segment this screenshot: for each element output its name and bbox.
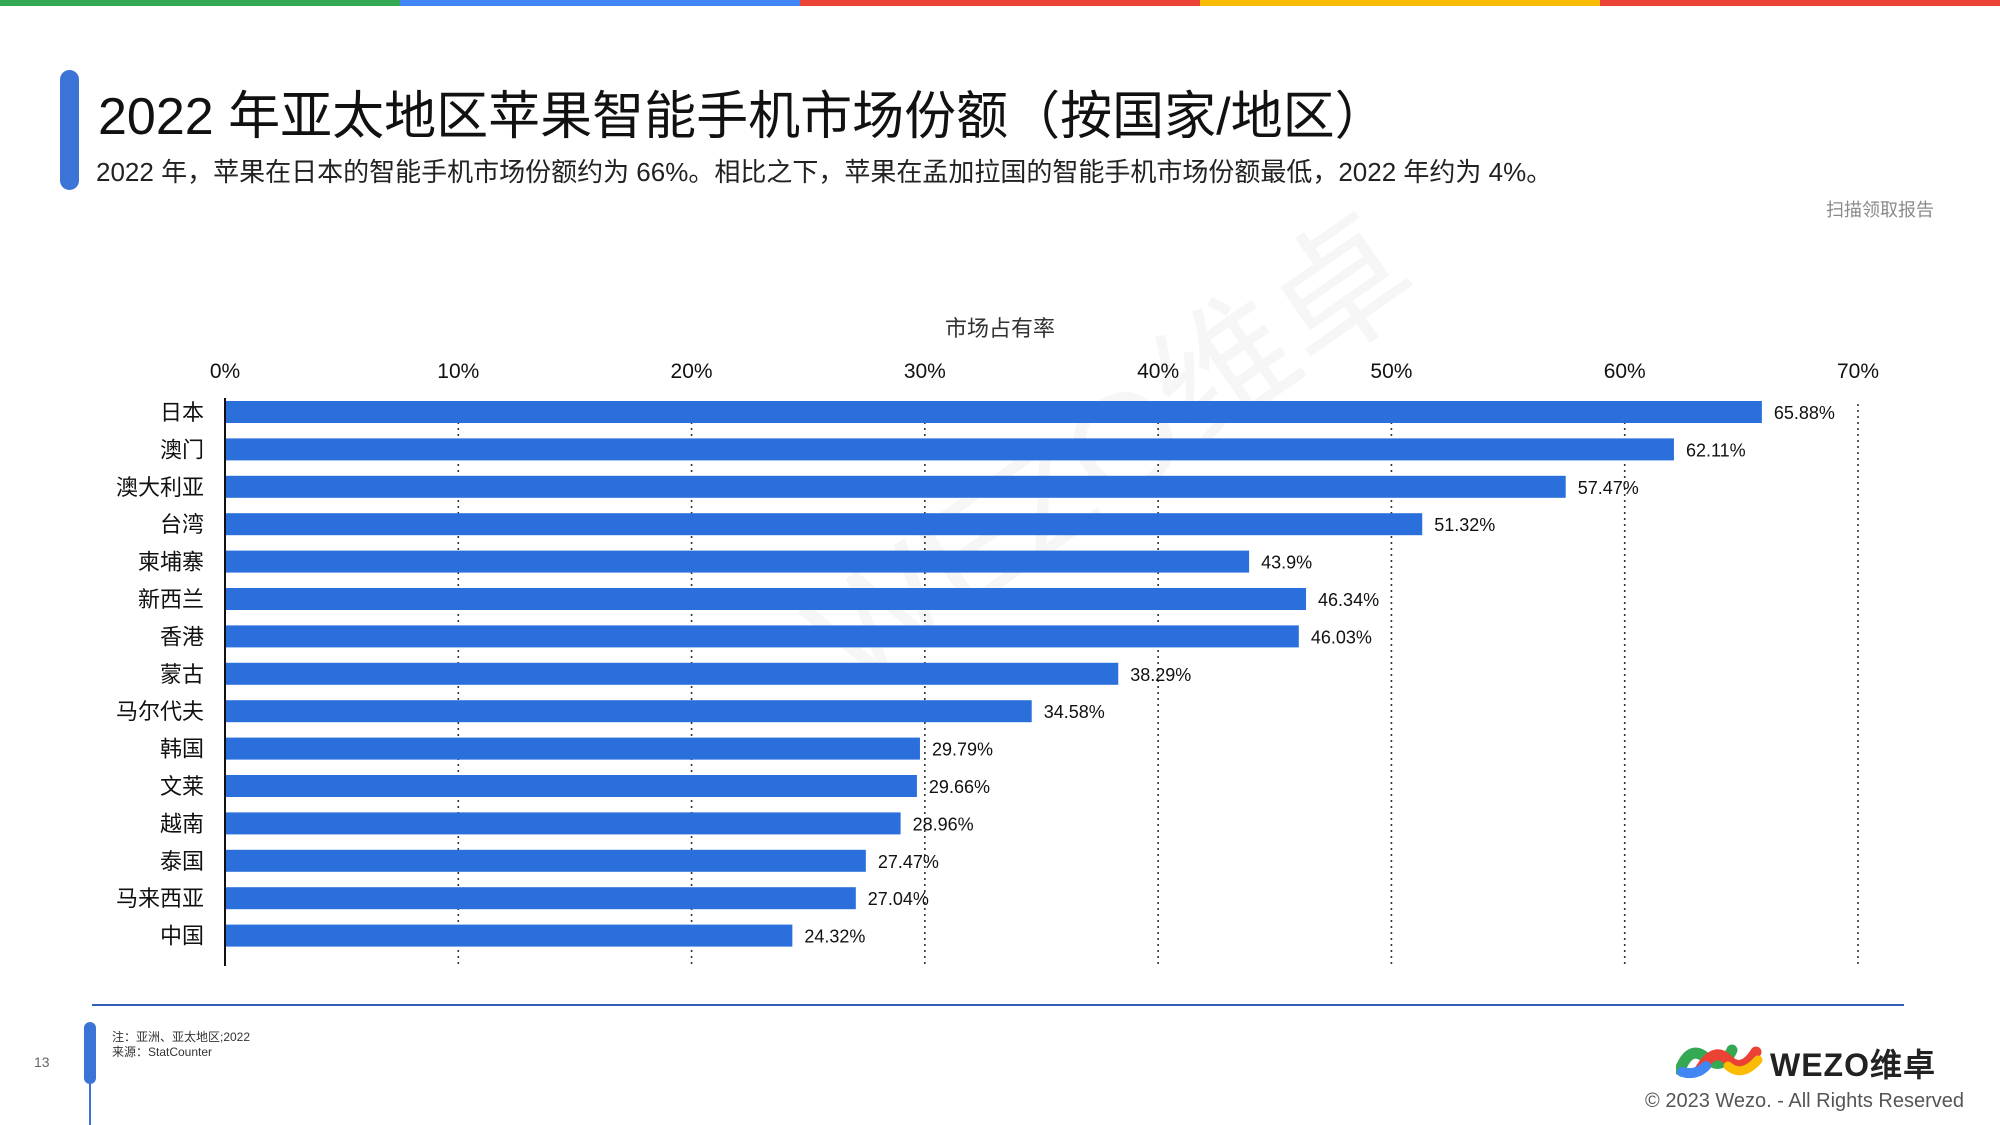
category-label: 文莱	[160, 774, 204, 799]
x-axis-title: 市场占有率	[945, 316, 1055, 341]
x-tick-label: 50%	[1370, 360, 1412, 383]
x-tick-label: 10%	[437, 360, 479, 383]
value-label: 29.79%	[932, 740, 993, 760]
value-label: 57.47%	[1578, 478, 1639, 498]
page-number: 13	[34, 1054, 50, 1070]
bar	[225, 401, 1762, 423]
value-label: 43.9%	[1261, 553, 1312, 573]
top-bar-segment-green	[0, 0, 400, 6]
category-label: 韩国	[160, 737, 204, 762]
bar	[225, 775, 917, 797]
x-tick-label: 30%	[904, 360, 946, 383]
bar	[225, 812, 901, 835]
bar	[225, 737, 920, 760]
category-label: 蒙古	[160, 662, 204, 687]
value-label: 65.88%	[1774, 403, 1835, 423]
value-label: 51.32%	[1434, 515, 1495, 535]
x-tick-label: 20%	[671, 360, 713, 383]
x-axis-ticks: 0% 10% 20% 30% 40% 50% 60% 70%	[210, 360, 1879, 383]
bar-chart: 0% 10% 20% 30% 40% 50% 60% 70% 日本澳门澳大利亚台湾柬埔寨新西兰…	[116, 316, 1879, 966]
note-line-1: 注：亚洲、亚太地区;2022	[112, 1030, 251, 1044]
x-tick-label: 70%	[1837, 360, 1879, 383]
value-label: 46.34%	[1318, 590, 1379, 610]
value-label: 29.66%	[929, 777, 990, 797]
bar	[225, 924, 793, 947]
bar	[225, 438, 1674, 461]
x-tick-label: 60%	[1604, 360, 1646, 383]
value-label: 62.11%	[1686, 440, 1746, 460]
title-accent-bar	[60, 70, 79, 190]
page-subtitle: 2022 年，苹果在日本的智能手机市场份额约为 66%。相比之下，苹果在孟加拉国…	[96, 157, 1553, 187]
bar	[225, 625, 1299, 648]
footer-vertical-line	[89, 1084, 91, 1125]
bar	[225, 887, 856, 910]
chart-grid	[457, 404, 1859, 966]
footer-divider	[92, 1004, 1904, 1006]
source-note: 注：亚洲、亚太地区;2022 来源：StatCounter	[112, 1030, 250, 1060]
footer-accent-bar	[84, 1022, 96, 1084]
value-label: 24.32%	[804, 927, 865, 947]
category-label: 新西兰	[138, 587, 204, 612]
category-label: 香港	[160, 624, 204, 649]
page-title: 2022 年亚太地区苹果智能手机市场份额（按国家/地区）	[98, 88, 1387, 146]
x-tick-label: 40%	[1137, 360, 1179, 383]
bar	[225, 550, 1250, 573]
category-label: 中国	[160, 924, 204, 949]
x-tick-label: 0%	[210, 360, 240, 383]
value-label: 34.58%	[1044, 702, 1105, 722]
category-label: 马来西亚	[116, 886, 204, 911]
value-labels: 65.88% 62.11% 57.47% 51.32% 43.9% 46.34% 46.03…	[804, 403, 1835, 947]
top-bar-segment-red	[800, 0, 1200, 6]
category-label: 澳大利亚	[116, 475, 204, 500]
note-line-2: 来源：StatCounter	[112, 1045, 213, 1059]
top-bar-segment-blue	[400, 0, 800, 6]
bar	[225, 475, 1566, 498]
category-label: 泰国	[160, 849, 204, 874]
category-label: 越南	[160, 811, 204, 836]
value-label: 38.29%	[1130, 665, 1191, 685]
bar	[225, 662, 1119, 685]
brand-logo-icon	[1676, 1044, 1763, 1079]
top-color-bar	[0, 0, 2000, 6]
top-bar-segment-yellow	[1200, 0, 1600, 6]
chart-bars	[225, 401, 1762, 947]
category-label: 日本	[160, 400, 204, 425]
top-bar-segment-red-2	[1600, 0, 2000, 6]
brand-logo-text: WEZO维卓	[1770, 1047, 1936, 1083]
value-label: 27.47%	[878, 852, 939, 872]
category-label: 澳门	[160, 437, 204, 462]
bar	[225, 700, 1032, 723]
value-label: 27.04%	[868, 889, 929, 909]
value-label: 28.96%	[913, 814, 974, 834]
scan-note: 扫描领取报告	[1826, 200, 1934, 220]
bar	[225, 513, 1423, 536]
category-label: 马尔代夫	[116, 699, 204, 724]
category-label: 柬埔寨	[138, 550, 204, 575]
copyright: © 2023 Wezo. - All Rights Reserved	[1645, 1090, 1964, 1112]
category-label: 台湾	[160, 512, 204, 537]
value-label: 46.03%	[1311, 627, 1372, 647]
bar	[225, 849, 866, 872]
bar	[225, 588, 1307, 610]
